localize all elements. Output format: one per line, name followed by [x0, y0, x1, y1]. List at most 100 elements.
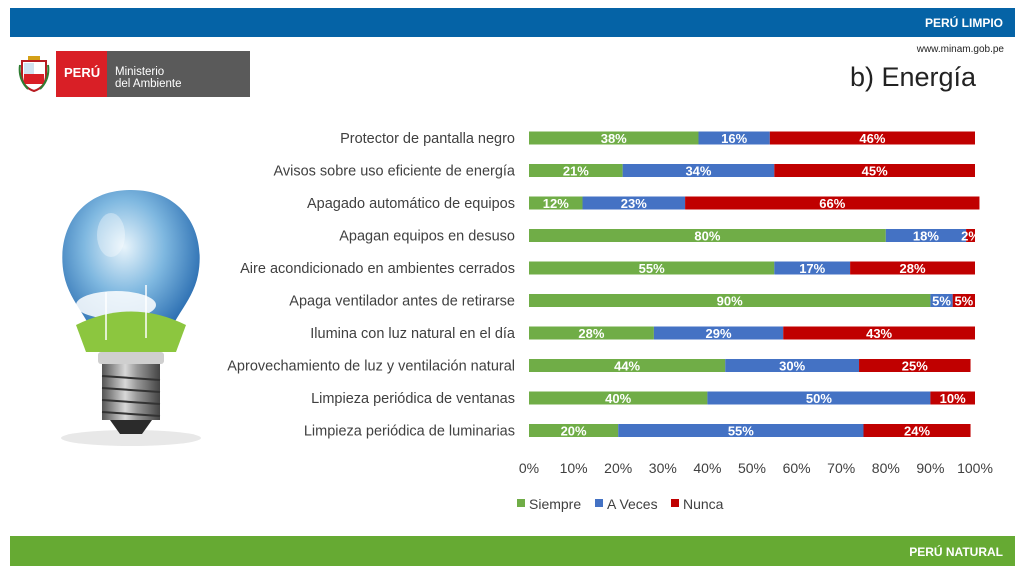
bar-segment-siempre	[529, 326, 654, 340]
bar-segment-nunca	[850, 261, 975, 275]
category-label: Apaga ventilador antes de retirarse	[289, 294, 515, 310]
bar-segment-a-veces	[725, 359, 860, 372]
bar-segment-siempre	[529, 424, 619, 437]
legend-swatch	[595, 499, 603, 507]
data-label: 28%	[900, 261, 926, 276]
peru-badge: PERÚ	[56, 51, 114, 97]
category-label: Protector de pantalla negro	[340, 131, 515, 147]
x-tick-label: 50%	[738, 460, 766, 476]
data-label: 38%	[601, 131, 627, 146]
peru-badge-text: PERÚ	[64, 65, 101, 80]
bar-segment-siempre	[529, 261, 775, 275]
x-tick-label: 100%	[957, 460, 993, 476]
data-label: 17%	[799, 261, 825, 276]
bar-segment-a-veces	[698, 131, 770, 145]
bar-segment-nunca	[859, 359, 971, 372]
header-bar: PERÚ LIMPIO	[10, 8, 1015, 37]
data-label: 46%	[859, 131, 885, 146]
bar-segment-siempre	[529, 294, 931, 307]
category-label: Apagan equipos en desuso	[339, 229, 515, 245]
category-label: Limpieza periódica de luminarias	[304, 424, 515, 440]
data-label: 34%	[685, 164, 711, 179]
data-label: 24%	[904, 424, 930, 439]
data-label: 44%	[614, 359, 640, 374]
footer-bar: PERÚ NATURAL	[10, 536, 1015, 566]
data-label: 23%	[621, 196, 647, 211]
bar-segment-nunca	[966, 229, 975, 242]
bar-segment-siempre	[529, 391, 708, 405]
category-label: Avisos sobre uso eficiente de energía	[273, 164, 515, 180]
footer-label: PERÚ NATURAL	[909, 545, 1003, 559]
bar-segment-nunca	[863, 424, 971, 437]
x-tick-label: 70%	[827, 460, 855, 476]
bar-segment-siempre	[529, 196, 583, 210]
data-label: 45%	[862, 164, 888, 179]
ministry-name-box: Ministerio del Ambiente	[107, 51, 250, 97]
bar-segment-a-veces	[582, 196, 686, 210]
data-label: 30%	[779, 359, 805, 374]
category-label: Apagado automático de equipos	[307, 196, 515, 212]
slide-title: b) Energía	[850, 62, 977, 92]
data-label: 55%	[639, 261, 665, 276]
bar-segment-a-veces	[618, 424, 864, 437]
data-label: 43%	[866, 326, 892, 341]
data-label: 28%	[578, 326, 604, 341]
x-tick-label: 30%	[649, 460, 677, 476]
x-tick-label: 10%	[560, 460, 588, 476]
data-label: 50%	[806, 391, 832, 406]
bar-segment-siempre	[529, 164, 623, 177]
bar-segment-nunca	[952, 294, 975, 307]
x-tick-label: 20%	[604, 460, 632, 476]
x-tick-label: 60%	[783, 460, 811, 476]
data-label: 2%	[961, 229, 980, 244]
category-label: Limpieza periódica de ventanas	[311, 391, 515, 407]
ministry-name-line1: Ministerio	[115, 66, 165, 78]
legend-label: A Veces	[607, 496, 658, 512]
bar-segment-nunca	[685, 196, 980, 210]
data-label: 10%	[940, 391, 966, 406]
bar-segment-a-veces	[774, 261, 851, 275]
bar-segment-a-veces	[707, 391, 931, 405]
bar-segment-a-veces	[885, 229, 967, 242]
data-label: 12%	[543, 196, 569, 211]
bar-segment-nunca	[783, 326, 975, 340]
data-label: 21%	[563, 164, 589, 179]
bar-segment-a-veces	[622, 164, 775, 177]
website-url[interactable]: www.minam.gob.pe	[916, 44, 1004, 55]
data-label: 80%	[694, 229, 720, 244]
legend-swatch	[671, 499, 679, 507]
data-label: 5%	[932, 294, 951, 309]
bar-segment-siempre	[529, 131, 699, 145]
ministry-name-line2: del Ambiente	[115, 78, 182, 90]
legend-label: Siempre	[529, 496, 581, 512]
data-label: 29%	[706, 326, 732, 341]
x-tick-label: 0%	[519, 460, 539, 476]
data-label: 16%	[721, 131, 747, 146]
ministry-logo: PERÚ Ministerio del Ambiente	[14, 51, 250, 97]
data-label: 40%	[605, 391, 631, 406]
data-label: 20%	[561, 424, 587, 439]
x-tick-label: 80%	[872, 460, 900, 476]
coat-of-arms-icon	[18, 56, 50, 93]
bar-segment-a-veces	[930, 294, 953, 307]
legend-label: Nunca	[683, 496, 724, 512]
bar-segment-nunca	[930, 391, 975, 405]
legend-swatch	[517, 499, 525, 507]
energy-stacked-bar-chart: Protector de pantalla negro 38% 16% 46% Avis…	[227, 131, 993, 512]
data-label: 55%	[728, 424, 754, 439]
data-label: 5%	[954, 294, 973, 309]
data-label: 25%	[902, 359, 928, 374]
bar-segment-a-veces	[653, 326, 784, 340]
bar-segment-siempre	[529, 359, 726, 372]
header-label: PERÚ LIMPIO	[924, 16, 1003, 30]
bar-segment-nunca	[774, 164, 975, 177]
lightbulb-illustration	[61, 190, 201, 446]
bar-segment-siempre	[529, 229, 886, 242]
data-label: 66%	[819, 196, 845, 211]
x-tick-label: 40%	[693, 460, 721, 476]
x-tick-label: 90%	[916, 460, 944, 476]
category-label: Aprovechamiento de luz y ventilación nat…	[227, 359, 515, 375]
data-label: 18%	[913, 229, 939, 244]
category-label: Aire acondicionado en ambientes cerrados	[240, 261, 515, 277]
bar-segment-nunca	[769, 131, 975, 145]
